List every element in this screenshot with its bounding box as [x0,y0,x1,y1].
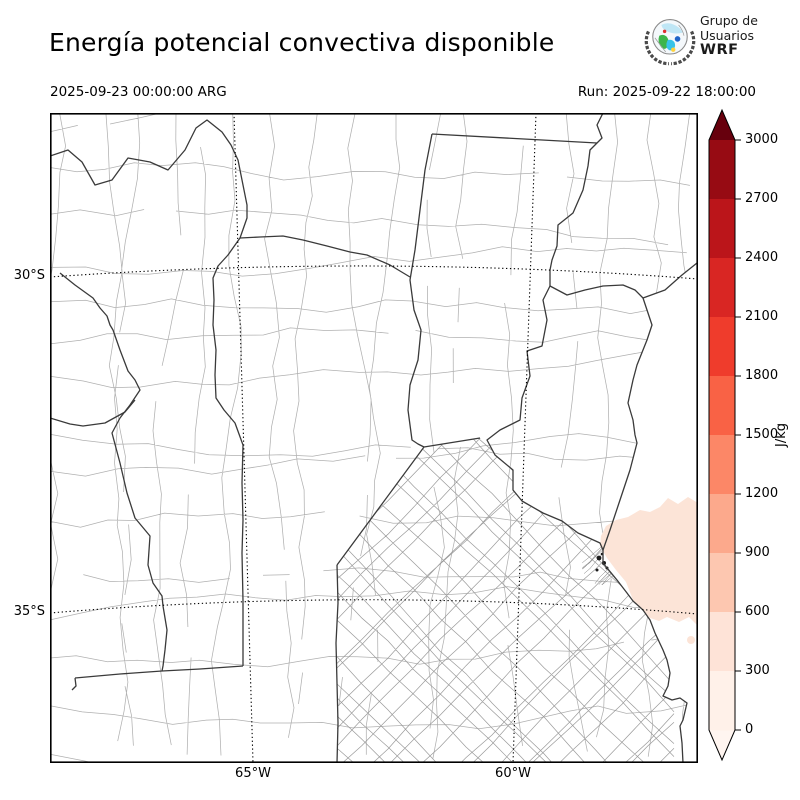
colorbar-tick-label: 1200 [745,485,778,503]
colorbar-tick-label: 300 [745,662,770,680]
logo-line-1: Grupo de [700,14,758,29]
lon-label-65w: 65°W [223,766,283,781]
map-canvas [50,113,698,763]
colorbar-tick-label: 600 [745,603,770,621]
colorbar-tick-label: 0 [745,721,753,739]
colorbar-tick-label: 2700 [745,190,778,208]
colorbar-tick-label: 1800 [745,367,778,385]
colorbar-tick-label: 2400 [745,249,778,267]
page-title: Energía potencial convectiva disponible [49,28,554,57]
colorbar-unit-label: J/kg [774,415,790,455]
lat-label-35s: 35°S [0,604,45,619]
colorbar-tick-label: 900 [745,544,770,562]
logo-line-2: Usuarios [700,29,758,44]
colorbar [706,106,750,770]
run-time-label: Run: 2025-09-22 18:00:00 [578,84,756,100]
wrf-logo-text: Grupo de Usuarios WRF [700,14,758,58]
lat-label-30s: 30°S [0,268,45,283]
colorbar-tick-label: 2100 [745,308,778,326]
wrf-logo: Grupo de Usuarios WRF [642,12,792,78]
weather-map-page: Energía potencial convectiva disponible … [0,0,800,800]
colorbar-tick-label: 3000 [745,131,778,149]
lon-label-60w: 60°W [483,766,543,781]
logo-line-3: WRF [700,43,758,58]
map-panel [50,113,698,763]
wrf-globe-icon [642,12,698,68]
valid-time-label: 2025-09-23 00:00:00 ARG [50,84,227,100]
